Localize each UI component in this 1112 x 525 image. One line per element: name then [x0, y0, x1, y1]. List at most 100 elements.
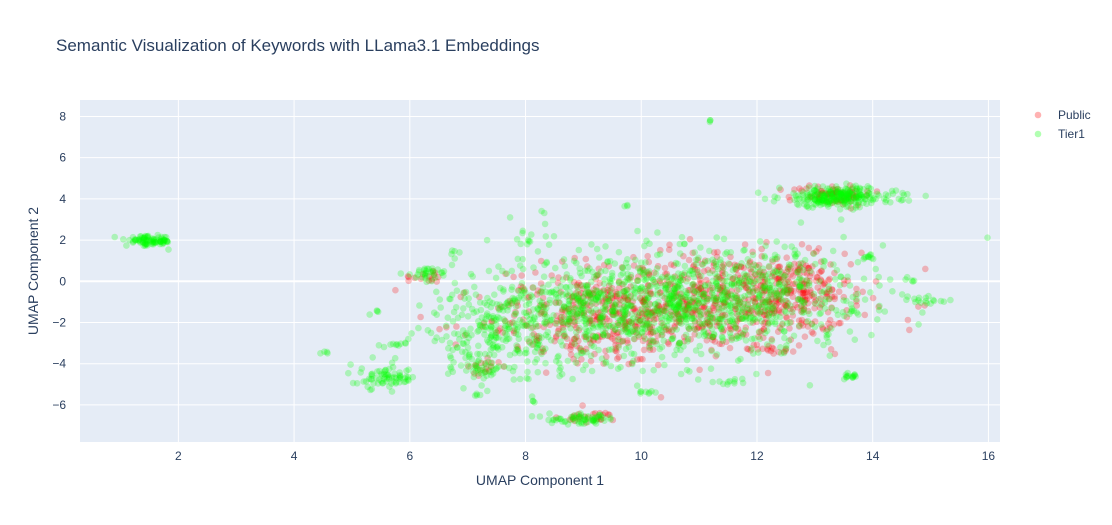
data-point [787, 286, 795, 294]
data-point [773, 238, 780, 245]
data-point [572, 290, 580, 297]
data-point [830, 190, 837, 197]
data-point [801, 299, 808, 306]
data-point [699, 323, 707, 330]
data-point [728, 280, 735, 288]
data-point [645, 339, 653, 347]
data-point [646, 310, 654, 318]
data-point [671, 294, 678, 302]
data-point [601, 276, 608, 283]
data-point [717, 323, 725, 331]
data-point [626, 276, 634, 284]
data-point [583, 348, 590, 356]
data-point [690, 280, 697, 288]
data-point [752, 271, 759, 279]
data-point [543, 319, 550, 326]
data-point [575, 297, 582, 305]
data-point [617, 296, 624, 304]
data-point [553, 317, 561, 325]
data-point [538, 303, 545, 311]
data-point [816, 278, 823, 285]
data-point [529, 284, 537, 291]
data-point [706, 286, 714, 294]
data-point [777, 344, 784, 351]
data-point [770, 350, 777, 357]
data-point [636, 309, 644, 316]
data-point [632, 318, 640, 326]
data-point [647, 290, 654, 297]
data-point [825, 190, 832, 198]
data-point [582, 345, 590, 353]
data-point [645, 320, 653, 327]
data-point [774, 296, 782, 304]
data-point [577, 346, 585, 353]
data-point [750, 280, 758, 287]
data-point [724, 381, 731, 388]
data-point [681, 269, 689, 276]
legend-item-tier1[interactable]: Tier1 [1034, 127, 1086, 141]
data-point [707, 117, 714, 124]
data-point [843, 191, 850, 199]
data-point [735, 277, 743, 285]
data-point [681, 293, 689, 301]
data-point [794, 268, 802, 276]
data-point [667, 261, 675, 268]
data-point [654, 251, 661, 259]
data-point [513, 299, 521, 306]
data-point [721, 307, 728, 315]
data-point [720, 320, 727, 328]
data-point [624, 310, 631, 318]
data-point [641, 242, 648, 250]
data-point [670, 311, 677, 318]
data-point [437, 304, 445, 311]
data-point [658, 316, 665, 324]
data-point [674, 310, 682, 318]
data-point [664, 300, 672, 307]
legend[interactable]: Public Tier1 [1034, 108, 1091, 141]
data-point [677, 277, 684, 284]
data-point [731, 265, 739, 273]
data-point [712, 299, 719, 307]
data-point [656, 345, 664, 353]
data-point [428, 275, 436, 283]
legend-item-public[interactable]: Public [1034, 108, 1091, 122]
data-point [619, 316, 627, 323]
data-point [801, 200, 808, 208]
data-point [824, 308, 832, 316]
data-point [584, 281, 591, 289]
data-point [761, 282, 769, 290]
data-point [820, 263, 827, 270]
data-point [784, 290, 791, 297]
data-point [785, 283, 793, 291]
data-point [792, 252, 799, 260]
data-point [744, 301, 752, 309]
data-point [836, 206, 844, 213]
data-point [844, 277, 852, 285]
data-point [619, 338, 626, 345]
data-point [593, 316, 600, 324]
data-point [519, 322, 526, 329]
data-point [798, 316, 806, 324]
data-point [684, 312, 692, 320]
data-point [734, 325, 742, 333]
data-point [734, 297, 742, 305]
data-point [703, 316, 710, 324]
data-point [639, 355, 646, 363]
data-point [465, 363, 472, 370]
data-point [669, 274, 677, 281]
data-point [694, 297, 701, 305]
data-point [563, 290, 570, 298]
data-point [644, 306, 652, 313]
data-point [792, 301, 799, 309]
data-point [644, 313, 651, 320]
data-point [610, 330, 617, 338]
data-point [675, 302, 682, 309]
data-point [521, 309, 528, 316]
data-point [522, 289, 529, 296]
data-point [630, 315, 637, 322]
data-point [766, 298, 773, 305]
data-point [766, 284, 773, 292]
data-point [740, 247, 747, 254]
data-point [550, 312, 557, 319]
data-point [703, 337, 711, 344]
